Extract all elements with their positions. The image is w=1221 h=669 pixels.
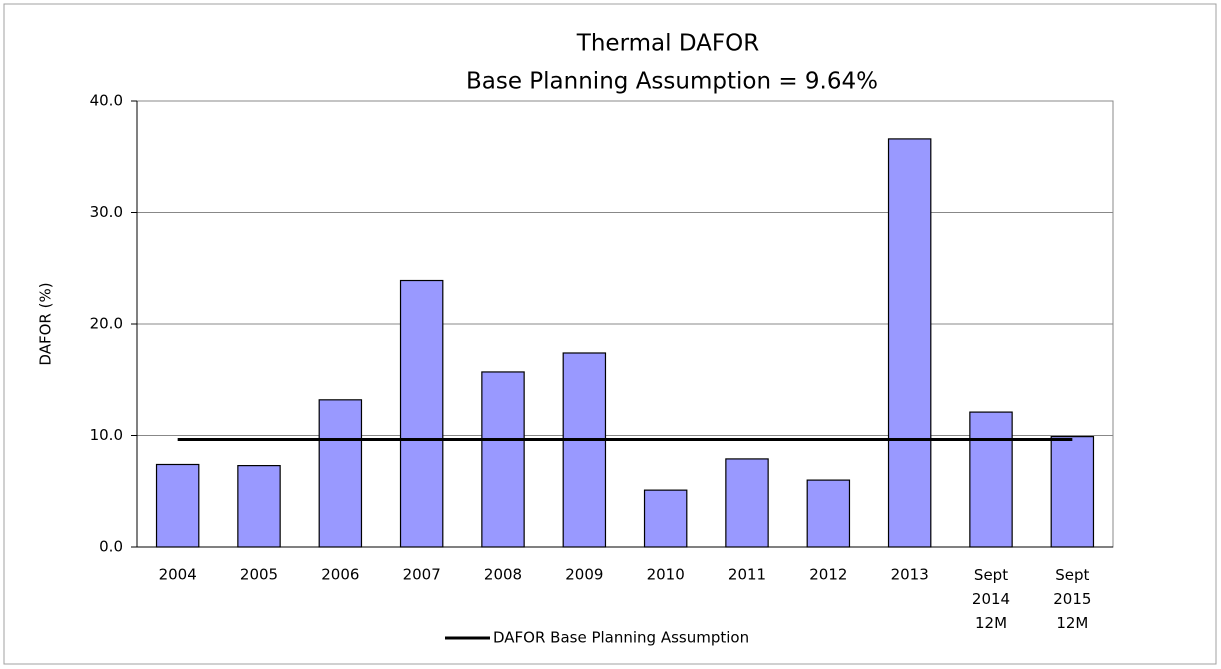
- bar: [806, 479, 851, 548]
- bar: [481, 371, 525, 548]
- bar: [1050, 436, 1095, 548]
- x-tick-label: 2006: [321, 566, 359, 584]
- bar: [725, 458, 769, 548]
- y-tick-label: 20.0: [90, 315, 123, 333]
- y-tick-label: 30.0: [90, 203, 123, 221]
- x-tick-label: 2007: [403, 566, 441, 584]
- bar: [237, 465, 281, 548]
- x-tick-label: 2009: [565, 566, 603, 584]
- x-tick-label: Sept 2015 12M: [1053, 566, 1091, 632]
- x-tick-label: 2004: [159, 566, 197, 584]
- x-tick-label: 2012: [809, 566, 847, 584]
- bar: [969, 411, 1013, 548]
- bar: [643, 489, 688, 548]
- y-axis-label: DAFOR (%): [37, 282, 55, 365]
- x-tick-label: 2005: [240, 566, 278, 584]
- x-tick-label: 2013: [891, 566, 929, 584]
- x-tick-label: 2008: [484, 566, 522, 584]
- y-tick-label: 0.0: [99, 538, 123, 556]
- y-tick-label: 10.0: [90, 426, 123, 444]
- bar: [562, 352, 607, 548]
- x-tick-label: 2010: [647, 566, 685, 584]
- chart-title: Thermal DAFOR: [576, 31, 759, 57]
- y-tick-label: 40.0: [90, 92, 123, 110]
- x-tick-label: 2011: [728, 566, 766, 584]
- bar: [155, 463, 200, 548]
- chart-subtitle: Base Planning Assumption = 9.64%: [466, 69, 878, 95]
- bar: [318, 399, 363, 548]
- x-tick-label: Sept 2014 12M: [972, 566, 1010, 632]
- bar: [887, 138, 932, 548]
- chart-border: [3, 3, 1217, 665]
- bar: [399, 279, 444, 548]
- legend-label: DAFOR Base Planning Assumption: [493, 629, 749, 647]
